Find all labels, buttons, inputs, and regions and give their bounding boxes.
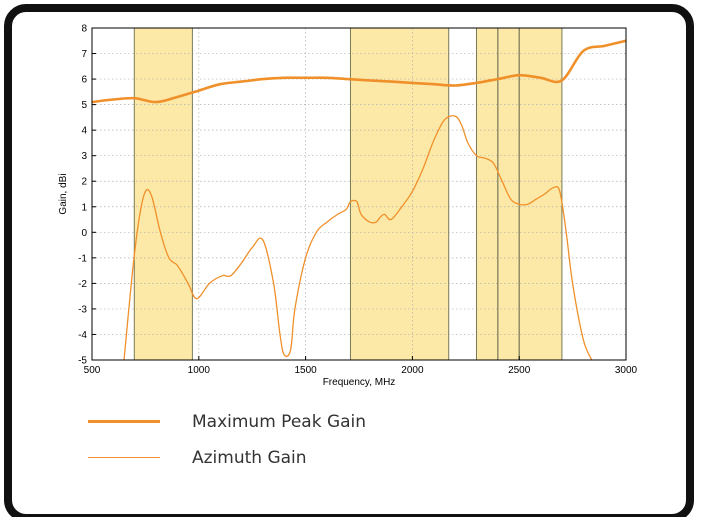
y-tick-label: -4: [78, 330, 87, 341]
series-line-max-peak-gain: [92, 39, 626, 104]
legend-swatch-thick: [88, 420, 160, 423]
legend-label: Maximum Peak Gain: [192, 412, 367, 432]
y-tick-label: 2: [81, 177, 87, 188]
legend-label: Azimuth Gain: [192, 448, 307, 468]
x-tick-label: 1000: [188, 365, 211, 376]
frequency-band: [476, 28, 498, 360]
legend-item-max-peak-gain: Maximum Peak Gain: [88, 410, 608, 446]
x-tick-label: 1500: [294, 365, 317, 376]
y-tick-label: 3: [81, 151, 87, 162]
x-axis-label: Frequency, MHz: [323, 377, 396, 388]
y-tick-label: 4: [81, 126, 87, 137]
y-tick-label: -1: [78, 253, 87, 264]
legend-swatch-thin: [88, 457, 160, 458]
frequency-band: [134, 28, 193, 360]
frequency-band: [350, 28, 449, 360]
y-tick-label: 8: [81, 24, 87, 35]
x-tick-label: 3000: [615, 365, 638, 376]
y-tick-label: 6: [81, 75, 87, 86]
y-tick-label: -2: [78, 279, 87, 290]
frequency-band: [519, 28, 562, 360]
x-tick-label: 500: [84, 365, 101, 376]
x-tick-label: 2000: [401, 365, 424, 376]
axes-box: [91, 27, 627, 361]
y-tick-label: 1: [81, 202, 87, 213]
y-tick-label: 7: [81, 49, 87, 60]
y-tick-label: 0: [81, 228, 87, 239]
chart-legend: Maximum Peak Gain Azimuth Gain: [88, 410, 608, 482]
series-line-azimuth-gain: [123, 115, 593, 360]
y-axis-label: Gain, dBi: [58, 173, 69, 214]
y-tick-label: -5: [78, 356, 87, 367]
y-tick-label: 5: [81, 100, 87, 111]
y-tick-label: -3: [78, 304, 87, 315]
legend-item-azimuth-gain: Azimuth Gain: [88, 446, 608, 482]
plot-area: 500 1000 1500 2000 2500 3000 8 7 6 5 4 3 2 1 0 -1 -2 -3 -4…: [58, 24, 638, 389]
x-tick-label: 2500: [508, 365, 531, 376]
